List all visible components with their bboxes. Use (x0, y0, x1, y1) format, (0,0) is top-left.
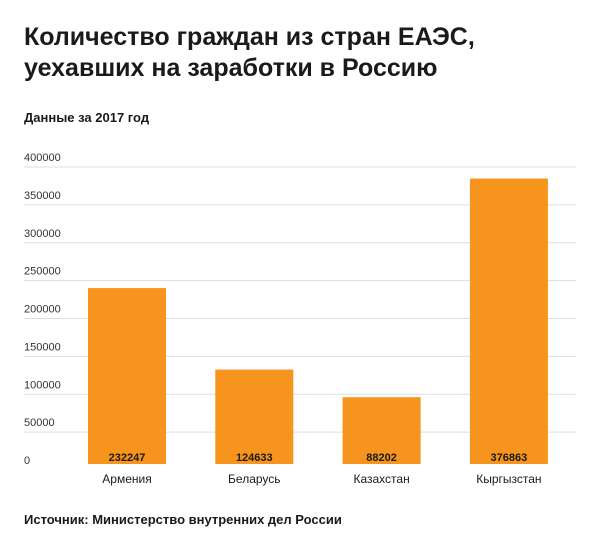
bar-data-label: 124633 (236, 452, 273, 464)
bar-data-label: 232247 (109, 452, 146, 464)
y-tick-label: 50000 (24, 417, 55, 429)
chart-source: Источник: Министерство внутренних дел Ро… (24, 512, 342, 527)
y-tick-label: 400000 (24, 152, 61, 164)
x-category-label: Казахстан (353, 472, 409, 486)
x-category-label: Кыргызстан (476, 472, 541, 486)
y-tick-label: 250000 (24, 266, 61, 278)
chart-subtitle: Данные за 2017 год (24, 110, 150, 125)
bar-data-label: 376863 (491, 452, 528, 464)
y-tick-label: 350000 (24, 190, 61, 202)
y-tick-label: 150000 (24, 341, 61, 353)
bar-data-label: 88202 (366, 452, 397, 464)
bar (342, 397, 421, 464)
y-tick-label: 300000 (24, 228, 61, 240)
x-axis-categories: Армения Беларусь Казахстан Кыргызстан (102, 472, 541, 486)
y-axis-ticks: 0 50000 100000 150000 200000 250000 300000 3500… (24, 152, 61, 467)
y-tick-label: 200000 (24, 304, 61, 316)
chart-title: Количество граждан из стран ЕАЭС, уехавш… (24, 23, 475, 82)
y-tick-label: 100000 (24, 379, 61, 391)
bar (215, 369, 294, 464)
y-tick-label: 0 (24, 455, 30, 467)
data-labels: 232247 124633 88202 376863 (109, 452, 528, 464)
x-category-label: Армения (102, 472, 151, 486)
bar (469, 178, 548, 464)
x-category-label: Беларусь (228, 472, 280, 486)
bars (88, 178, 548, 464)
bar (88, 288, 166, 464)
